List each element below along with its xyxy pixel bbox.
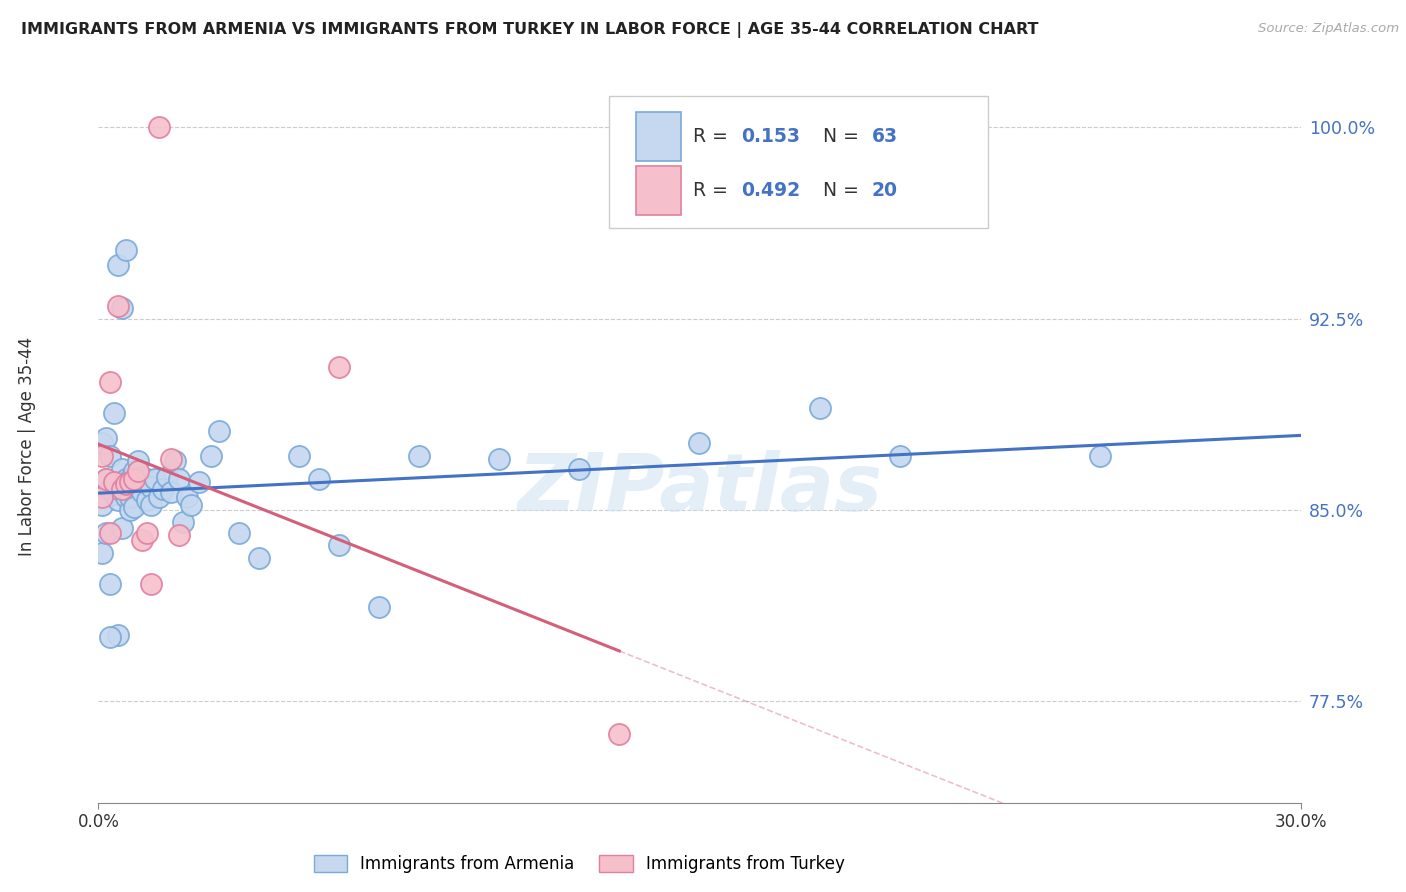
- Point: [180, 498, 202, 512]
- Point: [103, 487, 125, 501]
- FancyBboxPatch shape: [636, 166, 682, 215]
- Point: [139, 498, 162, 512]
- Point: [115, 243, 138, 257]
- Point: [111, 483, 134, 497]
- Point: [131, 533, 153, 548]
- Point: [176, 490, 198, 504]
- Point: [131, 484, 153, 499]
- Point: [808, 401, 831, 415]
- Point: [115, 477, 138, 491]
- Point: [91, 498, 114, 512]
- Point: [208, 424, 231, 438]
- Point: [96, 525, 118, 540]
- Point: [609, 727, 631, 741]
- Point: [408, 449, 430, 463]
- Point: [107, 258, 129, 272]
- Point: [107, 627, 129, 641]
- Point: [120, 490, 142, 504]
- Point: [91, 490, 114, 504]
- Point: [200, 449, 222, 463]
- Text: IMMIGRANTS FROM ARMENIA VS IMMIGRANTS FROM TURKEY IN LABOR FORCE | AGE 35-44 COR: IMMIGRANTS FROM ARMENIA VS IMMIGRANTS FR…: [21, 22, 1039, 38]
- Point: [228, 525, 250, 540]
- Point: [143, 472, 166, 486]
- Point: [100, 630, 122, 644]
- Point: [124, 465, 146, 479]
- Point: [308, 472, 330, 486]
- Point: [96, 472, 118, 486]
- Point: [111, 520, 134, 534]
- Text: 63: 63: [872, 127, 897, 146]
- Point: [107, 492, 129, 507]
- Point: [488, 451, 510, 466]
- Point: [128, 465, 150, 479]
- Point: [107, 483, 129, 497]
- Point: [688, 436, 710, 450]
- Point: [103, 406, 125, 420]
- Point: [124, 483, 146, 497]
- Point: [128, 477, 150, 491]
- Point: [568, 462, 591, 476]
- Point: [247, 551, 270, 566]
- Point: [159, 451, 181, 466]
- Text: R =: R =: [693, 127, 734, 146]
- Point: [124, 472, 146, 486]
- Point: [135, 472, 157, 486]
- Point: [100, 449, 122, 463]
- Point: [128, 454, 150, 468]
- FancyBboxPatch shape: [636, 112, 682, 161]
- Text: N =: N =: [824, 181, 865, 200]
- Text: 0.492: 0.492: [741, 181, 800, 200]
- Point: [115, 490, 138, 504]
- Point: [152, 483, 174, 497]
- Point: [135, 525, 157, 540]
- Point: [91, 436, 114, 450]
- Point: [124, 500, 146, 515]
- Point: [120, 472, 142, 486]
- Point: [148, 490, 170, 504]
- Point: [889, 449, 911, 463]
- Point: [328, 538, 350, 552]
- Point: [91, 546, 114, 560]
- Point: [155, 469, 177, 483]
- Text: 20: 20: [872, 181, 897, 200]
- Text: 0.153: 0.153: [741, 127, 800, 146]
- Point: [96, 472, 118, 486]
- Point: [115, 472, 138, 486]
- Point: [139, 576, 162, 591]
- Point: [111, 301, 134, 316]
- Point: [111, 462, 134, 476]
- Point: [103, 475, 125, 489]
- Point: [1088, 449, 1111, 463]
- Point: [167, 528, 190, 542]
- Point: [100, 525, 122, 540]
- Point: [96, 431, 118, 445]
- Point: [107, 299, 129, 313]
- Point: [100, 483, 122, 497]
- Point: [120, 823, 142, 838]
- Point: [187, 475, 209, 489]
- Legend: Immigrants from Armenia, Immigrants from Turkey: Immigrants from Armenia, Immigrants from…: [307, 848, 852, 880]
- Text: N =: N =: [824, 127, 865, 146]
- Point: [368, 599, 391, 614]
- Point: [148, 120, 170, 135]
- Point: [139, 480, 162, 494]
- Point: [135, 492, 157, 507]
- Point: [120, 475, 142, 489]
- Point: [159, 484, 181, 499]
- Point: [172, 516, 194, 530]
- Point: [328, 359, 350, 374]
- Point: [167, 472, 190, 486]
- Point: [120, 502, 142, 516]
- Text: ZIPatlas: ZIPatlas: [517, 450, 882, 528]
- Point: [163, 454, 186, 468]
- FancyBboxPatch shape: [609, 96, 988, 228]
- Point: [91, 449, 114, 463]
- Point: [131, 469, 153, 483]
- Point: [100, 576, 122, 591]
- Y-axis label: In Labor Force | Age 35-44: In Labor Force | Age 35-44: [18, 336, 37, 556]
- Point: [288, 449, 311, 463]
- Text: Source: ZipAtlas.com: Source: ZipAtlas.com: [1258, 22, 1399, 36]
- Point: [100, 376, 122, 390]
- Text: R =: R =: [693, 181, 734, 200]
